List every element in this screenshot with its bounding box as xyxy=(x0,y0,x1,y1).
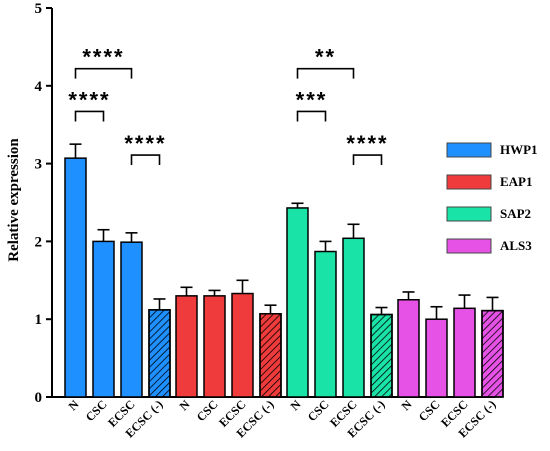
significance-layer: ********************* xyxy=(68,45,388,166)
significance-label: **** xyxy=(82,45,124,70)
bar-sap2 xyxy=(342,237,365,398)
significance-bracket xyxy=(74,110,105,122)
significance-bracket xyxy=(352,154,383,166)
significance-label: *** xyxy=(296,87,328,112)
x-tick-label: N xyxy=(288,397,304,413)
y-tick-label: 3 xyxy=(35,157,43,173)
legend-label-sap2: SAP2 xyxy=(500,206,531,221)
y-tick-label: 4 xyxy=(35,79,43,95)
significance-label: **** xyxy=(124,131,166,156)
y-tick-label: 2 xyxy=(35,234,43,250)
significance-bracket xyxy=(130,154,161,166)
y-axis-label: Relative expression xyxy=(6,138,22,262)
x-tick-label: N xyxy=(399,397,415,413)
significance-bracket xyxy=(74,67,133,79)
significance-bracket xyxy=(296,67,355,79)
legend-swatch-eap1 xyxy=(446,174,492,190)
y-tick-label: 1 xyxy=(35,312,43,328)
error-bars-layer xyxy=(69,143,499,320)
y-tick-label: 0 xyxy=(35,390,43,406)
bar-als3 xyxy=(425,318,448,398)
bar-sap2 xyxy=(286,207,309,398)
bar-eap1 xyxy=(231,292,254,398)
bar-hatch-sap2 xyxy=(370,313,393,398)
x-tick-label: N xyxy=(177,397,193,413)
significance-label: **** xyxy=(68,87,110,112)
legend-label-als3: ALS3 xyxy=(500,238,532,253)
legend-swatch-als3 xyxy=(446,238,492,254)
significance-bracket xyxy=(296,110,327,122)
bar-eap1 xyxy=(203,295,226,398)
bars-layer xyxy=(64,157,504,398)
legend-swatch-hwp1 xyxy=(446,142,492,158)
legend-label-eap1: EAP1 xyxy=(500,174,533,189)
bar-als3 xyxy=(397,299,420,398)
bar-hwp1 xyxy=(92,240,115,398)
bar-hatch-eap1 xyxy=(259,313,282,398)
legend-swatch-sap2 xyxy=(446,206,492,222)
legend-label-hwp1: HWP1 xyxy=(500,142,538,157)
y-tick-label: 5 xyxy=(35,1,43,17)
bar-hatch-als3 xyxy=(481,309,504,398)
bar-hatch-hwp1 xyxy=(148,309,171,398)
bar-sap2 xyxy=(314,250,337,398)
significance-label: ** xyxy=(315,45,336,70)
legend: HWP1 EAP1 SAP2 ALS3 xyxy=(446,142,538,254)
bar-hwp1 xyxy=(64,157,87,398)
bar-hwp1 xyxy=(120,241,143,398)
bar-eap1 xyxy=(175,295,198,398)
significance-label: **** xyxy=(346,131,388,156)
bar-als3 xyxy=(453,307,476,398)
x-tick-label: N xyxy=(66,397,82,413)
